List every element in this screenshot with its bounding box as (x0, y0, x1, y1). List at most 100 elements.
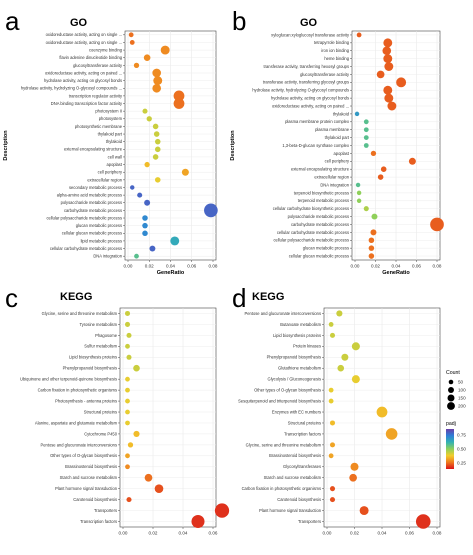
y-tick-label: Other types of O-glycan biosynthesis (254, 388, 321, 393)
data-point (363, 127, 369, 133)
y-tick-label: Lipid biosynthesis proteins (69, 355, 117, 360)
x-tick-label: 0.04 (179, 531, 188, 536)
data-point (376, 406, 388, 418)
y-tick-label: Carotenoid biosynthesis (73, 497, 117, 502)
data-point (130, 185, 135, 190)
y-tick-label: hydrolase activity, hydrolyzing O-glycos… (252, 88, 349, 93)
data-point (214, 503, 230, 518)
y-tick-label: Glycine, serine and threonine metabolism (42, 311, 118, 316)
data-point (125, 409, 130, 415)
y-tick-label: Ubiquinone and other terpenoid-quinone b… (20, 377, 117, 382)
data-point (363, 135, 369, 140)
y-tick-label: cell periphery (325, 159, 350, 164)
y-tick-label: cellular polysaccharide metabolic proces… (46, 215, 122, 220)
y-tick-label: transferase activity, transferring glyco… (263, 80, 349, 85)
x-tick-label: 0.06 (209, 531, 218, 536)
data-point (384, 62, 394, 71)
data-point (143, 54, 151, 62)
panel-letter: d (232, 283, 246, 313)
y-tick-label: Transporters (94, 508, 117, 513)
data-point (383, 54, 393, 64)
data-point (126, 332, 132, 338)
x-axis-label: GeneRatio (382, 270, 410, 276)
y-tick-label: plasma membrane (315, 127, 350, 132)
data-point (341, 353, 349, 361)
y-tick-label: extracellular region (314, 174, 349, 179)
y-tick-label: Carbon fixation in photosynthetic organi… (242, 486, 321, 491)
y-tick-label: Other types of O-glycan biosynthesis (50, 453, 117, 458)
panel-letter: b (232, 6, 246, 36)
y-tick-label: apoplast (107, 162, 123, 167)
y-tick-label: Tyrosine metabolism (79, 322, 117, 327)
data-point (356, 198, 362, 204)
y-tick-label: thylakoid part (325, 135, 350, 140)
data-point (125, 464, 130, 470)
data-point (370, 229, 377, 236)
y-tick-label: lipid metabolic process (81, 238, 122, 243)
data-point (415, 514, 431, 529)
data-point (363, 119, 369, 125)
y-tick-label: Phenylpropanoid biosynthesis (63, 366, 117, 371)
y-tick-label: glucosyltransferase activity (300, 72, 350, 77)
y-tick-label: oxidoreductase activity, acting on paire… (45, 70, 122, 75)
x-tick-label: 0.04 (378, 531, 387, 536)
data-point (125, 343, 130, 349)
data-point (328, 322, 334, 327)
y-tick-label: carbohydrate metabolic process (291, 222, 349, 227)
y-tick-label: Plant hormone signal transduction (259, 508, 322, 513)
y-tick-label: Enzymes with EC numbers (272, 409, 321, 414)
y-tick-label: Phagosome (95, 333, 118, 338)
y-tick-label: Glycolysis / Gluconeogenesis (268, 377, 321, 382)
y-tick-label: apoplast (334, 151, 350, 156)
legend-count-dot (448, 379, 454, 385)
data-point (385, 428, 398, 440)
data-point (355, 182, 361, 188)
y-tick-label: Alanine, aspartate and glutamate metabol… (35, 420, 118, 425)
x-axis-label: GeneRatio (157, 270, 185, 276)
y-tick-label: cellular carbohydrate biosynthetic proce… (273, 206, 349, 211)
y-tick-label: plasma membrane protein complex (285, 119, 349, 124)
data-point (160, 45, 170, 55)
data-point (134, 253, 139, 259)
y-tick-label: hydrolase activity, acting on glycosyl b… (44, 78, 122, 83)
y-tick-label: terpenoid biosynthetic process (294, 190, 349, 195)
data-point (368, 245, 375, 251)
data-point (377, 174, 384, 180)
data-point (142, 222, 148, 229)
data-point (142, 108, 148, 114)
y-tick-label: Brassinosteroid biosynthesis (269, 453, 321, 458)
data-point (383, 85, 393, 95)
y-tick-label: Sesquiterpenoid and triterpenoid biosynt… (238, 398, 321, 403)
data-point (336, 310, 343, 317)
y-tick-label: secondary metabolic process (69, 185, 122, 190)
data-point (153, 131, 160, 137)
panel-letter: c (5, 283, 18, 313)
y-tick-label: terpenoid metabolic process (298, 198, 349, 203)
y-tick-label: Glycosyltransferases (283, 464, 321, 469)
y-tick-label: hydrolase activity, acting on glycosyl b… (271, 96, 349, 101)
y-tick-label: extracellular region (87, 177, 122, 182)
legend-padj-label: 0.75 (457, 433, 466, 438)
data-point (125, 420, 130, 426)
x-tick-label: 0.02 (145, 264, 154, 269)
y-tick-label: photosystem II (95, 109, 122, 114)
legend-count-title: Count (446, 370, 460, 376)
legend-count-label: 200 (458, 404, 466, 409)
data-point (149, 245, 156, 252)
y-tick-label: glucan metabolic process (303, 246, 349, 251)
data-point (133, 62, 140, 69)
data-point (329, 332, 336, 338)
y-axis-label: Description (3, 130, 9, 161)
data-point (430, 217, 444, 232)
data-point (384, 93, 394, 103)
y-tick-label: coenzyme binding (89, 47, 123, 52)
data-point (328, 387, 334, 393)
y-tick-label: carbohydrate metabolic process (64, 208, 122, 213)
data-point (337, 364, 345, 372)
data-point (173, 90, 185, 102)
data-point (133, 430, 140, 438)
data-point (152, 83, 162, 93)
x-tick-label: 0.00 (323, 531, 332, 536)
x-tick-label: 0.02 (350, 531, 359, 536)
plot-area (119, 307, 217, 528)
